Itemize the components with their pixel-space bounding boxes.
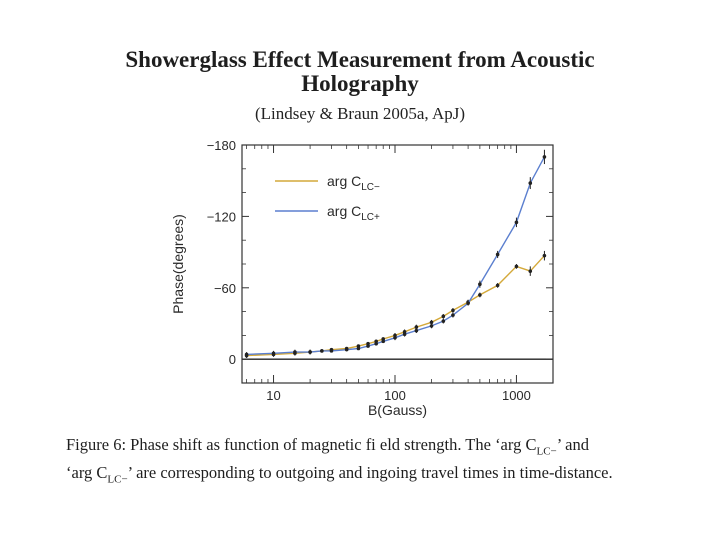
data-point: [495, 283, 500, 288]
data-point: [356, 346, 361, 351]
series-line: [246, 255, 545, 357]
legend-label-name: arg C: [327, 203, 361, 219]
data-point: [542, 155, 547, 159]
x-axis-label: B(Gauss): [368, 402, 427, 418]
x-tick-label: 1000: [502, 388, 531, 403]
data-point: [320, 349, 324, 353]
data-point: [414, 328, 419, 333]
data-point: [495, 252, 500, 257]
legend-label-subscript: LC−: [361, 182, 380, 193]
data-point: [344, 347, 349, 352]
legend-label-name: arg C: [327, 173, 361, 189]
data-point: [528, 269, 533, 273]
data-point: [429, 324, 434, 328]
data-point: [478, 282, 482, 287]
y-tick-label: −60: [214, 281, 236, 296]
data-point: [478, 293, 482, 297]
legend-label: arg CLC+: [327, 203, 380, 223]
caption-line-1: Figure 6: Phase shift as function of mag…: [66, 434, 666, 462]
legend-label-subscript: LC+: [361, 212, 380, 223]
data-point: [308, 350, 312, 354]
data-point: [514, 220, 519, 225]
caption-line-2-end: ’ are corresponding to outgoing and ingo…: [127, 463, 613, 483]
caption-line-2-subscript: LC−: [107, 473, 128, 486]
data-point: [441, 314, 446, 319]
data-point: [329, 349, 334, 353]
x-tick-label: 10: [266, 388, 280, 403]
data-point: [528, 181, 533, 185]
y-axis-label: Phase(degrees): [170, 214, 186, 314]
caption-line-1-text: Figure 6: Phase shift as function of mag…: [66, 435, 537, 454]
data-point: [441, 319, 446, 323]
data-point: [402, 332, 407, 337]
y-tick-label: −180: [207, 138, 236, 153]
data-point: [542, 253, 547, 258]
caption-line-1-end: ’ and: [556, 435, 589, 454]
data-point: [393, 335, 397, 340]
y-tick-label: 0: [229, 352, 236, 367]
series-lc: [244, 149, 547, 357]
data-point: [451, 308, 455, 313]
caption-line-1-subscript: LC−: [536, 445, 557, 458]
x-tick-label: 100: [384, 388, 406, 403]
figure-caption: Figure 6: Phase shift as function of mag…: [66, 434, 666, 491]
series-line: [246, 156, 546, 356]
y-tick-label: −120: [207, 209, 236, 224]
data-point: [451, 313, 455, 317]
data-point: [374, 341, 378, 346]
slide-subtitle: (Lindsey & Braun 2005a, ApJ): [254, 104, 466, 123]
data-point: [366, 344, 370, 348]
data-point: [414, 325, 419, 329]
series-lc: [244, 250, 547, 359]
legend-label: arg CLC−: [327, 173, 380, 193]
data-point: [429, 320, 434, 325]
data-point: [466, 301, 470, 306]
slide-title: Showerglass Effect Measurement from Acou…: [60, 48, 660, 96]
slide-title-line-1: Showerglass Effect Measurement from Acou…: [125, 47, 595, 72]
data-point: [244, 352, 249, 357]
caption-line-2: ‘arg CLC−’ are corresponding to outgoing…: [66, 462, 666, 490]
caption-line-2-text: ‘arg C: [66, 463, 108, 483]
slide-title-line-2: Holography: [301, 71, 419, 96]
data-point: [381, 339, 386, 344]
data-point: [271, 351, 276, 356]
data-point: [514, 264, 519, 269]
data-point: [293, 350, 297, 354]
